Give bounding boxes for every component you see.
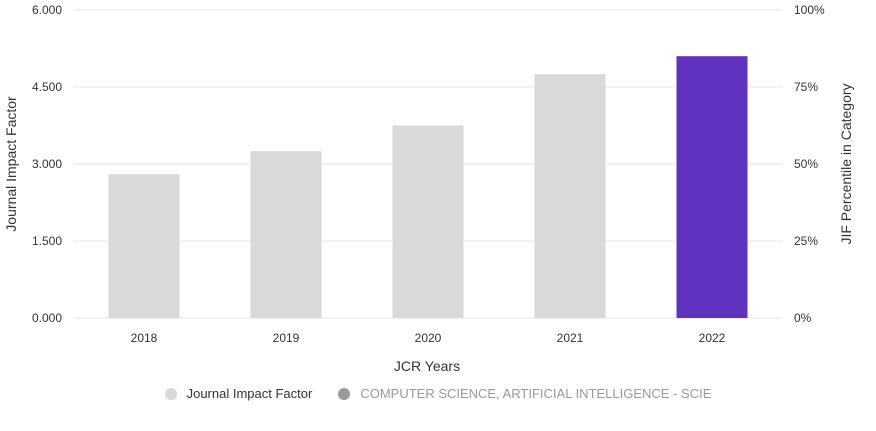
y-axis-title: Journal Impact Factor [3,96,19,232]
legend-label: Journal Impact Factor [186,386,313,401]
y-tick-label: 3.000 [32,157,62,171]
y-axis-title-right: JIF Percentile in Category [838,83,854,244]
legend-marker-icon [338,387,351,400]
legend-item-journal-impact-factor[interactable]: Journal Impact Factor [164,386,313,401]
y-right-tick-label: 100% [794,3,825,17]
bar-2019[interactable] [250,151,322,318]
left-axis-ticks: 0.000 1.500 3.000 4.500 6.000 [32,3,62,325]
bars [108,56,748,319]
y-tick-label: 1.500 [32,234,62,248]
legend-label: COMPUTER SCIENCE, ARTIFICIAL INTELLIGENC… [360,386,712,401]
x-tick-label: 2021 [557,331,584,345]
x-tick-label: 2018 [131,331,158,345]
bar-2022[interactable] [676,56,748,318]
jif-bar-chart: 0.000 1.500 3.000 4.500 6.000 0% 25% 50% 75% 100… [3,3,854,374]
y-right-tick-label: 25% [794,234,818,248]
x-tick-label: 2022 [699,331,726,345]
y-right-tick-label: 0% [794,311,812,325]
legend: Journal Impact Factor COMPUTER SCIENCE, … [0,386,876,401]
y-right-tick-label: 50% [794,157,818,171]
bar-2018[interactable] [108,174,180,318]
x-axis-title: JCR Years [394,358,460,374]
y-tick-label: 0.000 [32,311,62,325]
right-axis-ticks: 0% 25% 50% 75% 100% [794,3,825,325]
y-right-tick-label: 75% [794,80,818,94]
y-tick-label: 6.000 [32,3,62,17]
bar-2021[interactable] [534,74,606,319]
bar-2020[interactable] [392,125,464,319]
x-tick-label: 2019 [273,331,300,345]
y-tick-label: 4.500 [32,80,62,94]
legend-item-category[interactable]: COMPUTER SCIENCE, ARTIFICIAL INTELLIGENC… [338,386,711,401]
x-axis-ticks: 2018 2019 2020 2021 2022 [131,331,726,345]
x-tick-label: 2020 [415,331,442,345]
legend-marker-icon [164,387,177,400]
